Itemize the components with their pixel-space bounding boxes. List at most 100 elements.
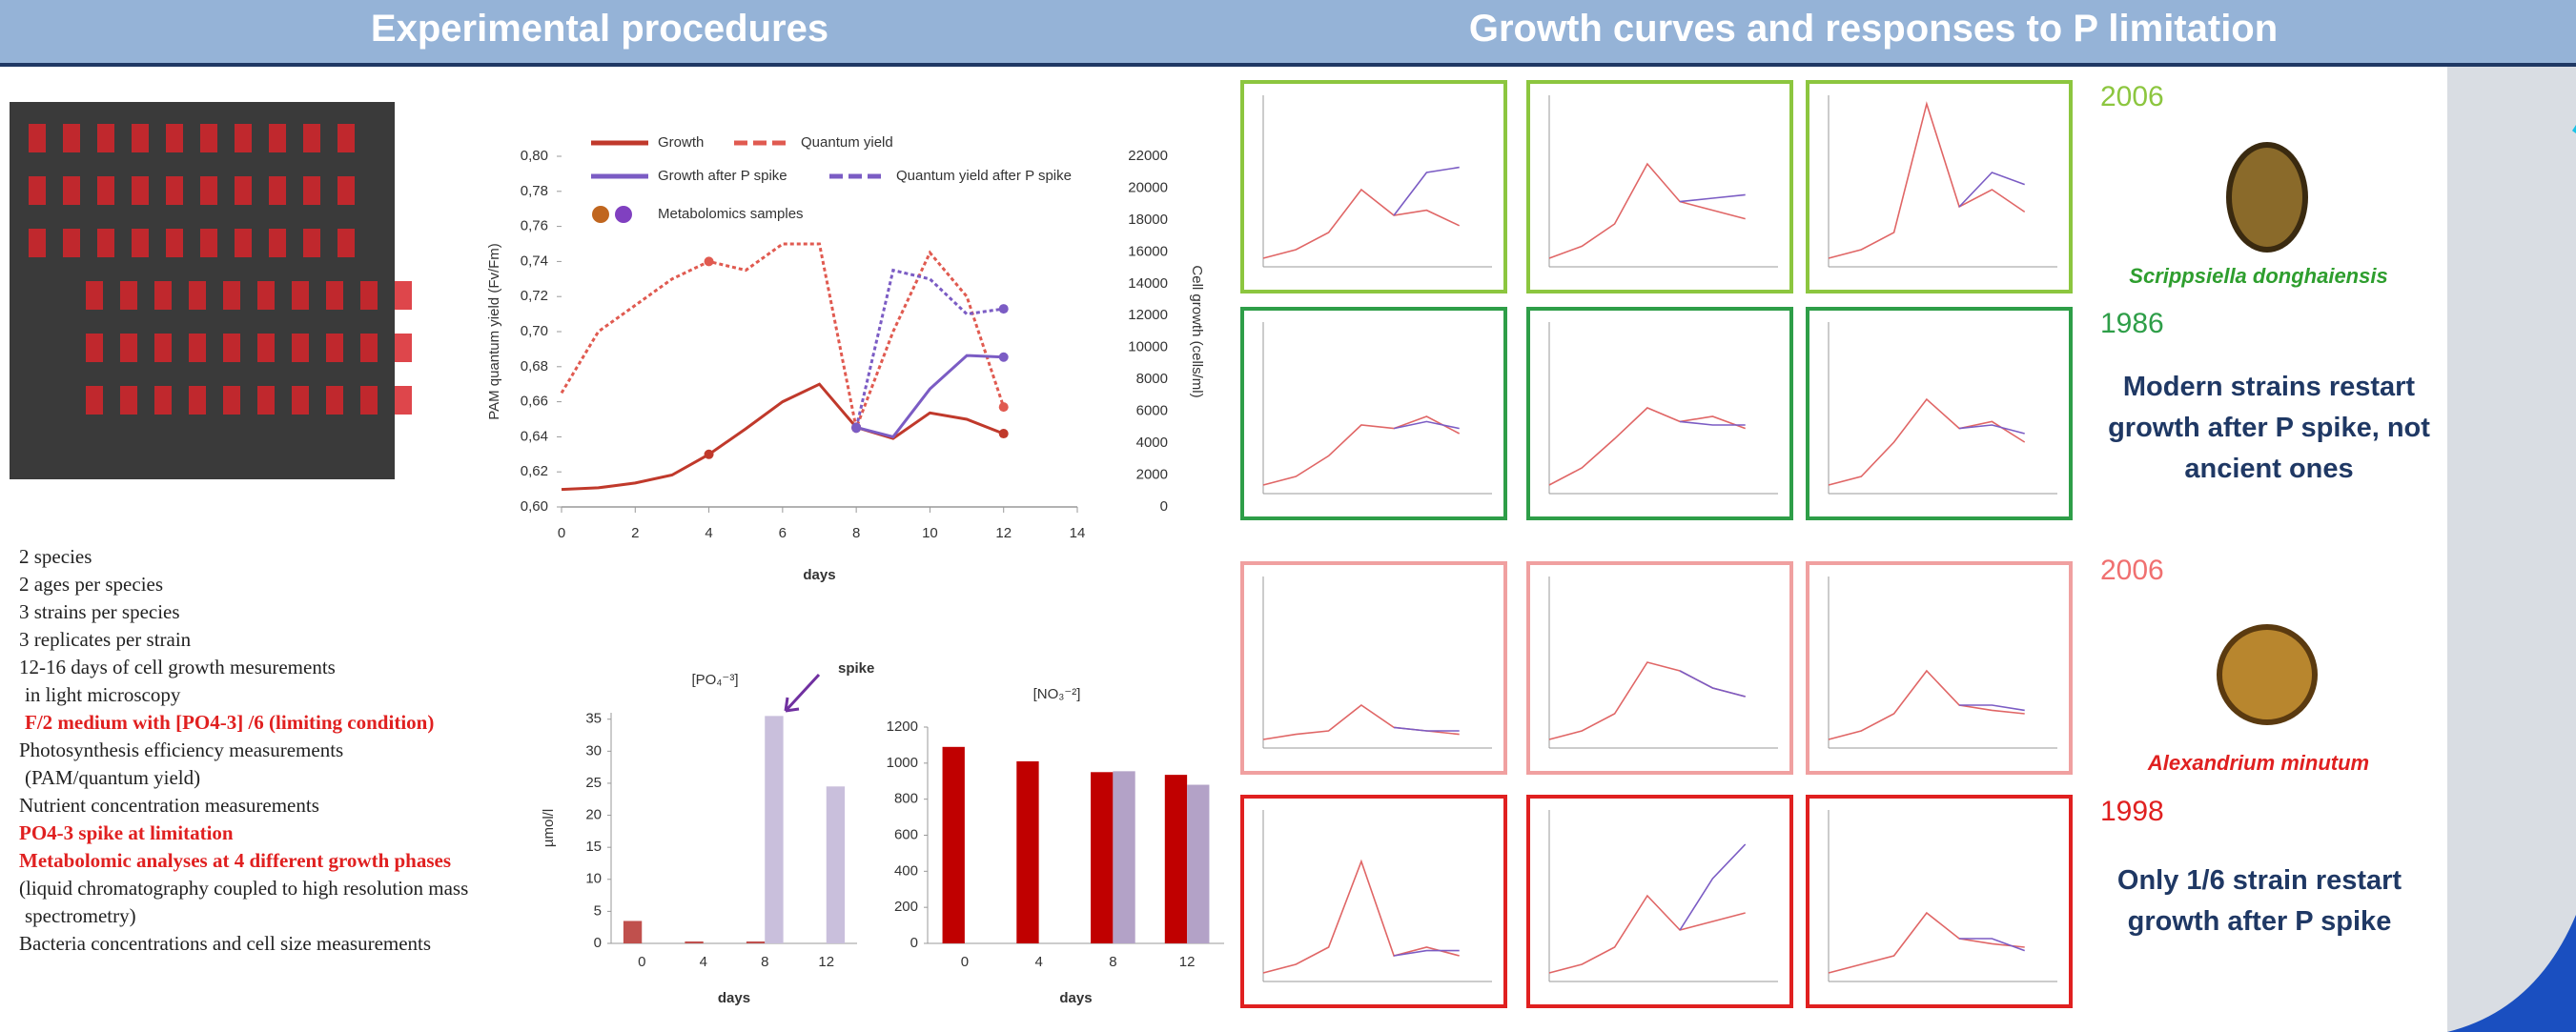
x-tick-label: 0 bbox=[961, 954, 969, 970]
sample-marker bbox=[999, 402, 1009, 412]
photo-flask bbox=[269, 176, 286, 205]
x-tick-label: 8 bbox=[1109, 954, 1116, 970]
series-line bbox=[1829, 104, 2025, 258]
panel-frame bbox=[1808, 563, 2071, 773]
photo-flask bbox=[86, 334, 103, 362]
x-tick-label: 12 bbox=[995, 525, 1012, 541]
method-item: in light microscopy bbox=[19, 681, 468, 709]
photo-flask bbox=[86, 386, 103, 415]
photo-flask bbox=[223, 281, 240, 310]
series-line bbox=[1263, 416, 1460, 485]
method-item: F/2 medium with [PO4-3] /6 (limiting con… bbox=[19, 709, 468, 737]
panel-frame bbox=[1242, 563, 1505, 773]
photo-flask bbox=[29, 229, 46, 257]
series-line bbox=[1549, 896, 1746, 973]
x-tick-label: 10 bbox=[922, 525, 938, 541]
y2-tick-label: 16000 bbox=[1128, 243, 1168, 259]
photo-flask bbox=[63, 124, 80, 152]
cell-image bbox=[2229, 145, 2305, 250]
x-tick-label: 8 bbox=[852, 525, 860, 541]
series-line bbox=[1680, 421, 1746, 425]
series-line bbox=[1680, 844, 1746, 930]
photo-flask bbox=[269, 229, 286, 257]
panel-frame bbox=[1242, 797, 1505, 1006]
y-tick-label: 0 bbox=[594, 935, 602, 951]
x-tick-label: 0 bbox=[638, 954, 645, 970]
photo-flask bbox=[189, 281, 206, 310]
annotation-arrow bbox=[786, 675, 819, 711]
x-tick-label: 4 bbox=[700, 954, 707, 970]
photo-flask bbox=[303, 229, 320, 257]
photo-flask bbox=[257, 386, 275, 415]
panel-frame bbox=[1528, 563, 1791, 773]
side-panel bbox=[2447, 0, 2576, 1032]
photo-flask bbox=[395, 281, 412, 310]
x-axis-label: days bbox=[803, 567, 835, 583]
x-tick-label: 6 bbox=[779, 525, 787, 541]
photo-flask bbox=[29, 176, 46, 205]
method-item: Metabolomic analyses at 4 different grow… bbox=[19, 847, 468, 875]
sample-marker bbox=[999, 353, 1009, 362]
y-tick-label: 20 bbox=[585, 807, 602, 823]
photo-flask bbox=[120, 386, 137, 415]
series-line bbox=[562, 384, 1004, 489]
bar bbox=[943, 747, 965, 943]
x-tick-label: 0 bbox=[558, 525, 565, 541]
poster: 024681012140,600,620,640,660,680,700,720… bbox=[0, 0, 2576, 1032]
legend-label: Growth after P spike bbox=[658, 168, 787, 184]
photo-flask bbox=[132, 176, 149, 205]
y-tick-label: 15 bbox=[585, 839, 602, 855]
photo-flask bbox=[337, 229, 355, 257]
method-item: PO4-3 spike at limitation bbox=[19, 820, 468, 847]
header-bar: Experimental procedures Growth curves an… bbox=[0, 0, 2576, 67]
photo-flask bbox=[235, 176, 252, 205]
legend-label: Quantum yield after P spike bbox=[896, 168, 1072, 184]
y2-tick-label: 18000 bbox=[1128, 212, 1168, 228]
sample-marker bbox=[705, 450, 714, 459]
sample-marker bbox=[999, 304, 1009, 314]
legend-label: Growth bbox=[658, 134, 704, 151]
photo-flask bbox=[166, 176, 183, 205]
series-line bbox=[1680, 194, 1746, 201]
year-label: 1998 bbox=[2100, 796, 2164, 828]
method-item: (PAM/quantum yield) bbox=[19, 764, 468, 792]
y-tick-label: 0,62 bbox=[521, 463, 548, 479]
y-tick-label: 0,60 bbox=[521, 498, 548, 515]
annotation: spike bbox=[838, 660, 874, 677]
year-label: 1986 bbox=[2100, 308, 2164, 340]
bar bbox=[685, 941, 703, 943]
panel-frame bbox=[1808, 309, 2071, 518]
photo-flask bbox=[166, 229, 183, 257]
photo-flask bbox=[257, 281, 275, 310]
panel-frame bbox=[1528, 82, 1791, 292]
y-tick-label: 25 bbox=[585, 775, 602, 791]
photo-flask bbox=[360, 386, 378, 415]
photo-flask bbox=[120, 281, 137, 310]
y-axis-label: µmol/l bbox=[541, 809, 557, 847]
series-line bbox=[1829, 399, 2025, 485]
y2-tick-label: 12000 bbox=[1128, 307, 1168, 323]
photo-flask bbox=[235, 124, 252, 152]
legend-swatch bbox=[615, 206, 632, 223]
method-item: Bacteria concentrations and cell size me… bbox=[19, 930, 468, 958]
legend-swatch bbox=[592, 206, 609, 223]
x-tick-label: 8 bbox=[761, 954, 768, 970]
y-tick-label: 30 bbox=[585, 742, 602, 759]
photo-flask bbox=[63, 229, 80, 257]
bar bbox=[1187, 785, 1209, 943]
y-tick-label: 0,80 bbox=[521, 148, 548, 164]
photo-flask bbox=[166, 124, 183, 152]
bar bbox=[1016, 761, 1038, 943]
panel-frame bbox=[1808, 82, 2071, 292]
series-line bbox=[1394, 727, 1460, 731]
method-item: 12-16 days of cell growth mesurements bbox=[19, 654, 468, 681]
y-tick-label: 0,76 bbox=[521, 218, 548, 234]
y2-tick-label: 4000 bbox=[1136, 435, 1168, 451]
sample-marker bbox=[851, 423, 861, 433]
panel-frame bbox=[1242, 82, 1505, 292]
y2-tick-label: 0 bbox=[1160, 498, 1168, 515]
panel-frame bbox=[1242, 309, 1505, 518]
photo-flask bbox=[189, 386, 206, 415]
bar bbox=[827, 786, 845, 943]
